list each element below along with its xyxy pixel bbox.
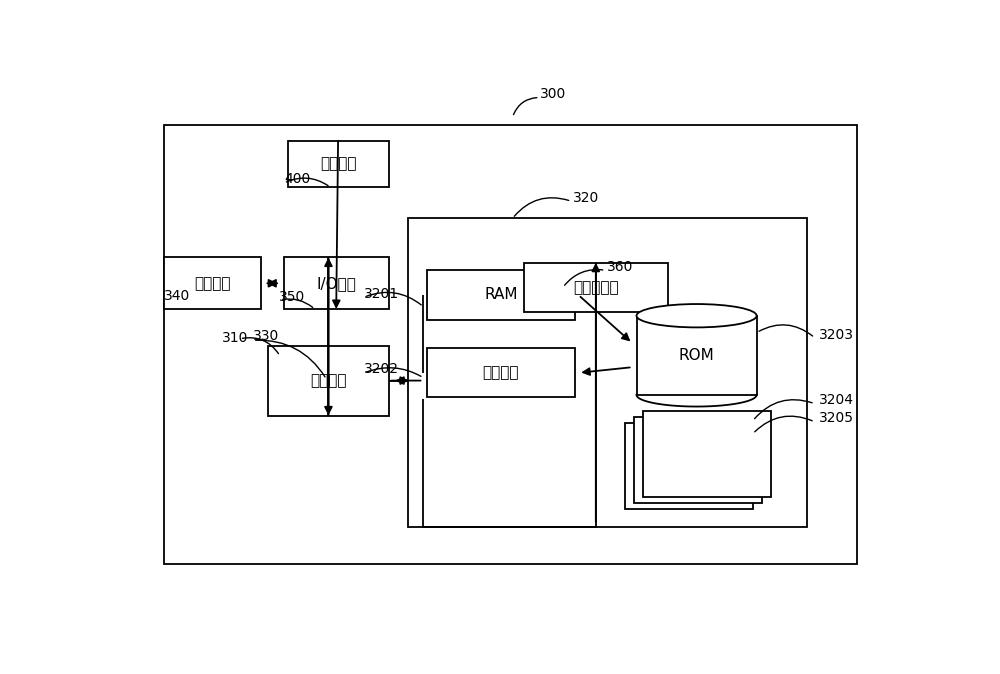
- Text: 显示单元: 显示单元: [194, 276, 230, 290]
- Bar: [634, 417, 762, 503]
- Text: 340: 340: [164, 289, 190, 303]
- Text: 外部设备: 外部设备: [320, 156, 356, 171]
- Text: 300: 300: [540, 87, 566, 101]
- Bar: [637, 315, 757, 395]
- Bar: [164, 257, 261, 309]
- Bar: [164, 125, 857, 563]
- Text: 3202: 3202: [364, 362, 399, 376]
- Text: 3203: 3203: [819, 328, 854, 342]
- Text: ROM: ROM: [679, 348, 714, 363]
- Bar: [288, 141, 388, 187]
- Text: I/O接口: I/O接口: [316, 276, 356, 290]
- Text: 高速缓存: 高速缓存: [483, 365, 519, 380]
- Text: 网络适配器: 网络适配器: [573, 280, 619, 295]
- Text: 330: 330: [253, 329, 279, 343]
- Text: 处理单元: 处理单元: [310, 373, 347, 388]
- Bar: [625, 423, 753, 509]
- Text: 3205: 3205: [819, 411, 854, 425]
- Bar: [268, 346, 388, 416]
- Bar: [427, 348, 574, 398]
- Text: 360: 360: [607, 259, 633, 274]
- Text: 3201: 3201: [364, 286, 399, 301]
- Text: 320: 320: [573, 191, 599, 205]
- Text: 350: 350: [278, 290, 305, 304]
- Bar: [284, 257, 388, 309]
- Bar: [408, 218, 807, 527]
- Ellipse shape: [637, 304, 757, 328]
- Text: RAM: RAM: [484, 287, 518, 303]
- Text: 310: 310: [222, 331, 248, 345]
- Text: 3204: 3204: [819, 393, 854, 407]
- Bar: [427, 270, 574, 319]
- Bar: [643, 411, 771, 497]
- Bar: [524, 263, 668, 312]
- Text: 400: 400: [284, 173, 310, 187]
